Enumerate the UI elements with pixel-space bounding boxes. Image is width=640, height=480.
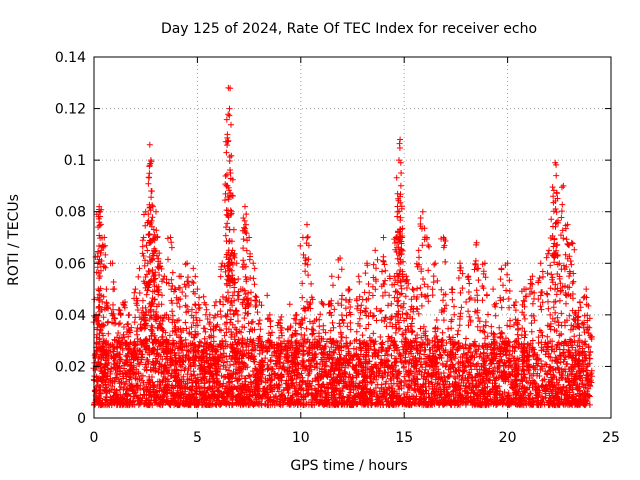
chart-title: Day 125 of 2024, Rate Of TEC Index for r…: [161, 21, 537, 37]
y-tick-label: 0.14: [55, 50, 86, 66]
x-tick-label: 5: [193, 430, 202, 446]
y-tick-label: 0.06: [55, 256, 86, 272]
data-points: [90, 84, 595, 409]
x-axis-label: GPS time / hours: [290, 458, 407, 474]
axes: 0 5 10 15 20 25 0 0.02 0.04 0.06 0.08 0.1 0.12 0.14: [55, 50, 620, 446]
y-tick-label: 0.1: [64, 153, 86, 169]
y-tick-label: 0.02: [55, 359, 86, 375]
y-tick-label: 0.12: [55, 102, 86, 118]
y-tick-label: 0.08: [55, 205, 86, 221]
x-tick-label: 0: [90, 430, 99, 446]
plot-frame: [93, 56, 612, 419]
y-tick-label: 0: [77, 411, 86, 427]
y-tick-label: 0.04: [55, 308, 86, 324]
roti-markers: [90, 84, 595, 409]
x-tick-label: 25: [602, 430, 620, 446]
x-tick-label: 10: [292, 430, 310, 446]
y-axis-label: ROTI / TECUs: [6, 194, 22, 286]
x-tick-label: 20: [499, 430, 517, 446]
x-tick-label: 15: [395, 430, 413, 446]
